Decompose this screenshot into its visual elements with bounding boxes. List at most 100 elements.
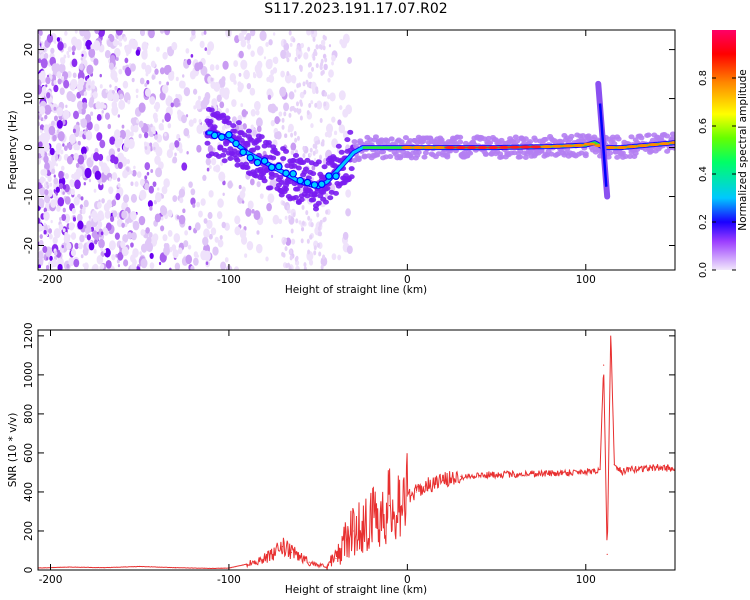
heatmap-cell bbox=[70, 188, 76, 196]
heatmap-cell bbox=[185, 254, 193, 265]
heatmap-cell bbox=[210, 227, 217, 236]
heatmap-cell bbox=[207, 75, 213, 84]
heatmap-cell bbox=[43, 229, 47, 235]
heatmap-cell bbox=[71, 58, 78, 68]
heatmap-cell bbox=[300, 187, 304, 193]
ridge-blob bbox=[296, 176, 305, 185]
heatmap-cell bbox=[275, 131, 282, 140]
heatmap-cell bbox=[229, 73, 236, 83]
heatmap-cell bbox=[155, 146, 163, 157]
heatmap-cell bbox=[234, 157, 241, 163]
heatmap-cell bbox=[177, 102, 181, 106]
heatmap-cell bbox=[288, 214, 292, 220]
heatmap-cell bbox=[498, 154, 505, 160]
heatmap-cell bbox=[310, 123, 314, 129]
heatmap-cell bbox=[387, 154, 394, 160]
heatmap-cell bbox=[55, 163, 58, 167]
heatmap-cell bbox=[296, 135, 300, 141]
heatmap-cell bbox=[146, 236, 152, 244]
heatmap-cell bbox=[38, 153, 42, 159]
heatmap-cell bbox=[96, 113, 102, 121]
heatmap-cell bbox=[86, 220, 92, 229]
heatmap-cell bbox=[94, 30, 100, 34]
heatmap-cell bbox=[217, 145, 224, 151]
snr-x-tick-label: -200 bbox=[39, 574, 63, 586]
heatmap-cell bbox=[98, 238, 105, 249]
heatmap-cell bbox=[158, 123, 164, 131]
snr-data-point bbox=[594, 469, 596, 472]
heatmap-cell bbox=[113, 129, 121, 139]
heatmap-cell bbox=[206, 219, 213, 230]
heatmap-cell bbox=[94, 170, 102, 180]
heatmap-cell bbox=[103, 249, 107, 254]
snr-data-point bbox=[585, 470, 587, 473]
heatmap-cell bbox=[121, 222, 125, 228]
heatmap-cell bbox=[239, 190, 246, 199]
heatmap-cell bbox=[136, 119, 140, 124]
heatmap-cell bbox=[123, 194, 130, 203]
ridge-hotspot bbox=[487, 146, 499, 150]
heatmap-cell bbox=[50, 219, 53, 224]
heatmap-cell bbox=[348, 166, 355, 172]
heatmap-cell bbox=[145, 72, 149, 77]
heatmap-cell bbox=[38, 251, 44, 259]
ridge-blob bbox=[210, 131, 219, 140]
heatmap-cell bbox=[74, 242, 79, 250]
heatmap-cell bbox=[115, 193, 121, 201]
heatmap-cell bbox=[292, 79, 296, 84]
heatmap-cell bbox=[130, 170, 133, 175]
heatmap-cell bbox=[139, 178, 145, 187]
heatmap-cell bbox=[41, 226, 45, 231]
heatmap-cell bbox=[118, 68, 123, 75]
ridge-hotspot bbox=[508, 145, 521, 149]
heatmap-cell bbox=[42, 168, 48, 176]
ridge-hotspot bbox=[636, 144, 649, 148]
heatmap-cell bbox=[51, 258, 58, 268]
heatmap-cell bbox=[279, 86, 287, 97]
heatmap-cell bbox=[253, 210, 261, 221]
heatmap-cell bbox=[83, 199, 89, 208]
heatmap-cell bbox=[48, 228, 53, 234]
heatmap-cell bbox=[94, 226, 100, 233]
heatmap-cell bbox=[140, 243, 148, 253]
heatmap-cell bbox=[522, 136, 529, 142]
heatmap-cell bbox=[168, 71, 175, 81]
heatmap-cell bbox=[149, 206, 153, 211]
heatmap-cell bbox=[339, 105, 343, 111]
heatmap-cell bbox=[144, 82, 148, 88]
heatmap-cell bbox=[291, 238, 296, 245]
heatmap-cell bbox=[46, 92, 51, 99]
snr-data-point bbox=[379, 510, 382, 513]
heatmap-cell bbox=[209, 64, 215, 71]
heatmap-cell bbox=[154, 101, 161, 110]
heatmap-cell bbox=[296, 44, 300, 50]
heatmap-cell bbox=[181, 114, 187, 124]
heatmap-cell bbox=[283, 39, 287, 45]
heatmap-cell bbox=[302, 81, 306, 87]
heatmap-cell bbox=[162, 51, 168, 60]
heatmap-cell bbox=[281, 251, 285, 257]
heatmap-cell bbox=[122, 169, 129, 179]
heatmap-cell bbox=[117, 252, 124, 261]
heatmap-cell bbox=[172, 156, 178, 164]
heatmap-cell bbox=[52, 193, 57, 199]
heatmap-cell bbox=[178, 147, 183, 154]
heatmap-cell bbox=[197, 95, 201, 101]
heatmap-cell bbox=[211, 124, 218, 130]
heatmap-cell bbox=[80, 57, 83, 61]
heatmap-cell bbox=[247, 200, 254, 210]
heatmap-cell bbox=[119, 42, 123, 47]
heatmap-cell bbox=[238, 50, 244, 59]
snr-data-point bbox=[299, 555, 301, 557]
heatmap-cell bbox=[301, 226, 305, 232]
heatmap-cell bbox=[59, 87, 65, 96]
heatmap-cell bbox=[324, 57, 328, 63]
snr-data-point bbox=[290, 551, 292, 554]
heatmap-cell bbox=[327, 77, 331, 83]
heatmap-cell bbox=[60, 165, 65, 171]
heatmap-cell bbox=[312, 143, 316, 149]
heatmap-cell bbox=[319, 154, 323, 160]
heatmap-cell bbox=[104, 50, 111, 59]
heatmap-cell bbox=[133, 165, 136, 170]
heatmap-cell bbox=[288, 112, 292, 118]
